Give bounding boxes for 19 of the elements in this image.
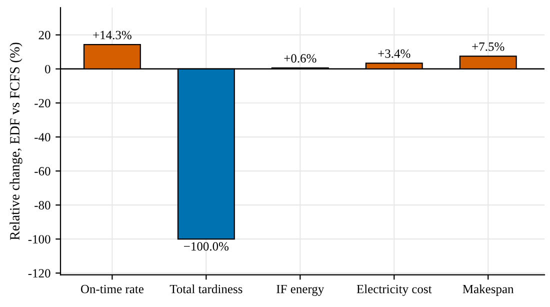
y-tick-label: 20	[38, 30, 50, 40]
data-label: +0.6%	[284, 54, 316, 63]
x-tick-label: Electricity cost	[356, 284, 432, 296]
x-tick-label: Makespan	[462, 284, 514, 296]
data-label: −100.0%	[184, 242, 229, 251]
y-tick-label: -60	[34, 167, 50, 176]
x-tick-label: On-time rate	[80, 284, 144, 294]
y-tick-label: -40	[34, 132, 50, 142]
y-tick-label: -100	[28, 235, 50, 244]
data-label: +7.5%	[472, 42, 504, 51]
data-label: +3.4%	[378, 49, 410, 58]
y-tick-label: -20	[34, 98, 50, 108]
y-axis-title: Relative change, EDF vs FCFS (%)	[10, 42, 22, 240]
y-tick-label: -120	[28, 269, 50, 278]
x-tick-label: Total tardiness	[170, 284, 242, 294]
data-label: +14.3%	[93, 30, 132, 40]
y-tick-label: 0	[45, 64, 50, 74]
y-tick-label: -80	[34, 201, 50, 210]
x-tick-label: IF energy	[276, 284, 324, 296]
